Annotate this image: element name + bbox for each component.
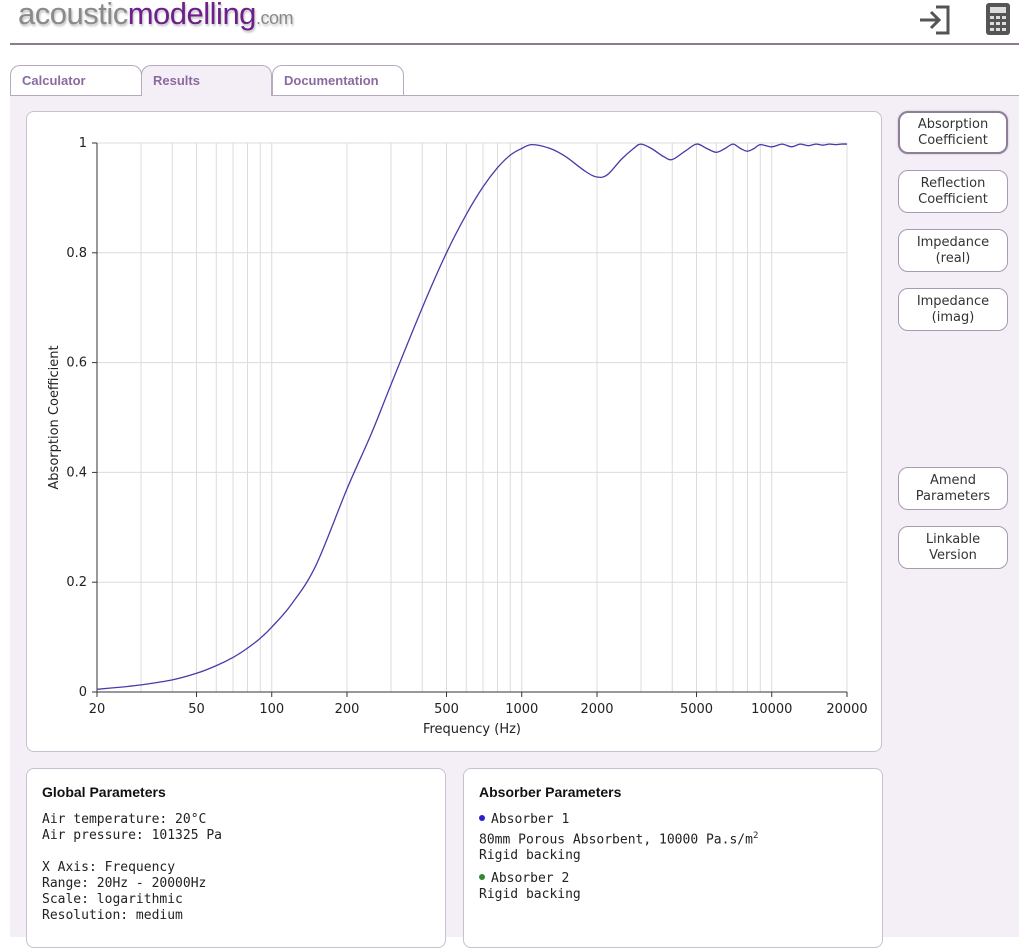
y-tick-label: 0.2 xyxy=(66,575,87,590)
y-tick-label: 0 xyxy=(79,685,87,700)
absorber-1-color-dot xyxy=(479,815,485,821)
absorber-1-desc-text: 80mm Porous Absorbent, 10000 Pa.s/m xyxy=(479,832,753,848)
x-tick-label: 500 xyxy=(434,702,459,717)
tab-calculator[interactable]: Calculator xyxy=(10,65,142,95)
logo-text-acoustic: acoustic xyxy=(18,0,128,31)
absorber-2-name: Absorber 2 xyxy=(491,871,570,887)
x-tick-label: 1000 xyxy=(505,702,538,717)
absorber-1-desc-superscript: 2 xyxy=(752,831,759,841)
logo-text-modelling: modelling xyxy=(127,0,257,31)
x-tick-label: 10000 xyxy=(751,702,792,717)
login-icon[interactable] xyxy=(916,2,952,38)
x-tick-label: 20000 xyxy=(826,702,867,717)
global-parameters-title: Global Parameters xyxy=(42,784,166,800)
air-temperature: Air temperature: 20°C xyxy=(42,812,207,827)
x-tick-label: 100 xyxy=(259,702,284,717)
x-tick-label: 2000 xyxy=(580,702,613,717)
y-tick-label: 0.4 xyxy=(66,465,87,480)
y-tick-label: 1 xyxy=(79,136,87,151)
y-tick-label: 0.8 xyxy=(66,246,87,261)
x-tick-label: 5000 xyxy=(680,702,713,717)
absorber-1-backing: Rigid backing xyxy=(479,848,581,864)
absorption-chart: 0 0.2 0.4 0.6 0.8 1 20 50 100 200 500 1000 2000 5000 1… xyxy=(47,136,868,737)
impedance-real-button[interactable]: Impedance (real) xyxy=(898,229,1008,272)
absorber-1-description: 80mm Porous Absorbent, 10000 Pa.s/m2 xyxy=(479,828,867,848)
scale-setting: Scale: logarithmic xyxy=(42,892,183,907)
header-divider xyxy=(10,43,1019,45)
site-logo[interactable]: acousticmodelling.com xyxy=(18,0,293,32)
tab-documentation[interactable]: Documentation xyxy=(272,65,404,95)
range-setting: Range: 20Hz - 20000Hz xyxy=(42,876,207,891)
x-tick-label: 50 xyxy=(188,702,205,717)
tab-results[interactable]: Results xyxy=(141,65,272,96)
absorber-2-backing: Rigid backing xyxy=(479,887,581,903)
absorber-1-label: Absorber 1 xyxy=(479,812,867,828)
logo-text-domain: .com xyxy=(255,8,294,28)
absorber-1-name: Absorber 1 xyxy=(491,812,570,827)
y-axis-label: Absorption Coefficient xyxy=(47,345,62,489)
x-tick-label: 200 xyxy=(335,702,360,717)
global-parameters-panel: Global Parameters Air temperature: 20°C … xyxy=(26,768,446,948)
linkable-version-button[interactable]: Linkable Version xyxy=(898,526,1008,569)
air-pressure: Air pressure: 101325 Pa xyxy=(42,828,223,843)
amend-parameters-button[interactable]: Amend Parameters xyxy=(898,467,1008,510)
absorber-2-color-dot xyxy=(479,874,485,881)
absorption-coefficient-button[interactable]: Absorption Coefficient xyxy=(898,111,1008,154)
y-tick-label: 0.6 xyxy=(66,356,87,371)
header: acousticmodelling.com xyxy=(0,0,1019,46)
x-axis-label: Frequency (Hz) xyxy=(423,722,521,737)
calculator-icon[interactable] xyxy=(981,2,1017,38)
resolution-setting: Resolution: medium xyxy=(42,908,183,923)
impedance-imag-button[interactable]: Impedance (imag) xyxy=(898,288,1008,331)
x-tick-label: 20 xyxy=(89,702,106,717)
absorber-parameters-panel: Absorber Parameters Absorber 1 80mm Poro… xyxy=(463,768,883,948)
chart-container: 0 0.2 0.4 0.6 0.8 1 20 50 100 200 500 1000 2000 5000 1… xyxy=(26,111,882,752)
series-line-absorber-1 xyxy=(96,143,848,690)
reflection-coefficient-button[interactable]: Reflection Coefficient xyxy=(898,170,1008,213)
absorber-2-label: Absorber 2 xyxy=(479,871,867,887)
absorber-parameters-title: Absorber Parameters xyxy=(479,784,622,800)
x-axis-setting: X Axis: Frequency xyxy=(42,860,176,875)
